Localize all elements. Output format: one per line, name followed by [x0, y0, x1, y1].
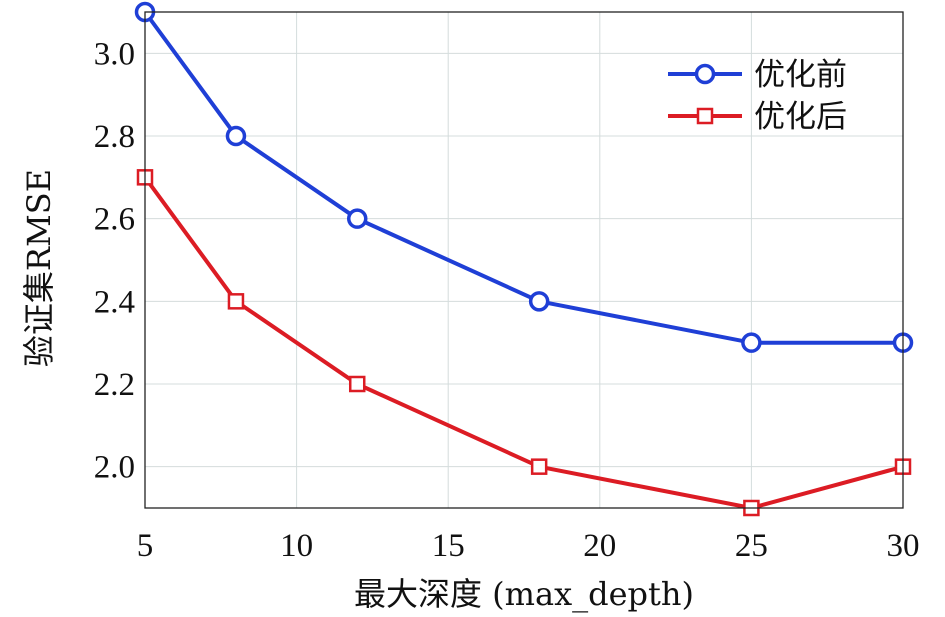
data-point-circle [346, 208, 368, 229]
legend-label-before: 优化前 [754, 57, 847, 93]
x-tick-label: 15 [432, 528, 465, 564]
series-layer [134, 1, 914, 517]
data-point-circle [225, 125, 247, 147]
tick-labels: 5 10 15 20 25 30 2.0 2.2 2.4 2.6 2.8 3.0 [94, 36, 920, 564]
series-line [143, 176, 904, 510]
legend: 优化前 优化后 [668, 57, 847, 135]
x-tick-label: 10 [280, 528, 313, 564]
data-point-circle [741, 332, 762, 353]
y-axis-title: 验证集RMSE [20, 169, 58, 367]
plot-frame [144, 11, 904, 509]
x-axis-title: 最大深度 (max_depth) [354, 575, 694, 613]
x-tick-label: 20 [583, 528, 616, 564]
series-before [134, 1, 914, 353]
y-tick-label: 2.8 [94, 119, 135, 155]
data-point-square [530, 458, 548, 475]
y-tick-label: 2.4 [94, 284, 135, 320]
data-point-square [227, 293, 245, 310]
legend-label-after: 优化后 [754, 99, 847, 135]
legend-marker-square [696, 107, 714, 125]
data-point-circle [528, 291, 550, 312]
y-tick-label: 2.6 [94, 202, 135, 238]
legend-marker-circle [694, 63, 716, 85]
x-tick-label: 5 [137, 528, 154, 564]
series-line [143, 10, 903, 345]
series-after [136, 169, 912, 517]
y-tick-label: 2.2 [94, 367, 135, 403]
y-tick-label: 3.0 [94, 36, 135, 72]
y-tick-label: 2.0 [94, 450, 135, 486]
x-tick-label: 25 [735, 528, 768, 564]
legend-item-after: 优化后 [668, 99, 847, 135]
legend-item-before: 优化前 [668, 57, 847, 93]
x-tick-label: 30 [887, 528, 920, 564]
data-point-square [348, 375, 366, 393]
